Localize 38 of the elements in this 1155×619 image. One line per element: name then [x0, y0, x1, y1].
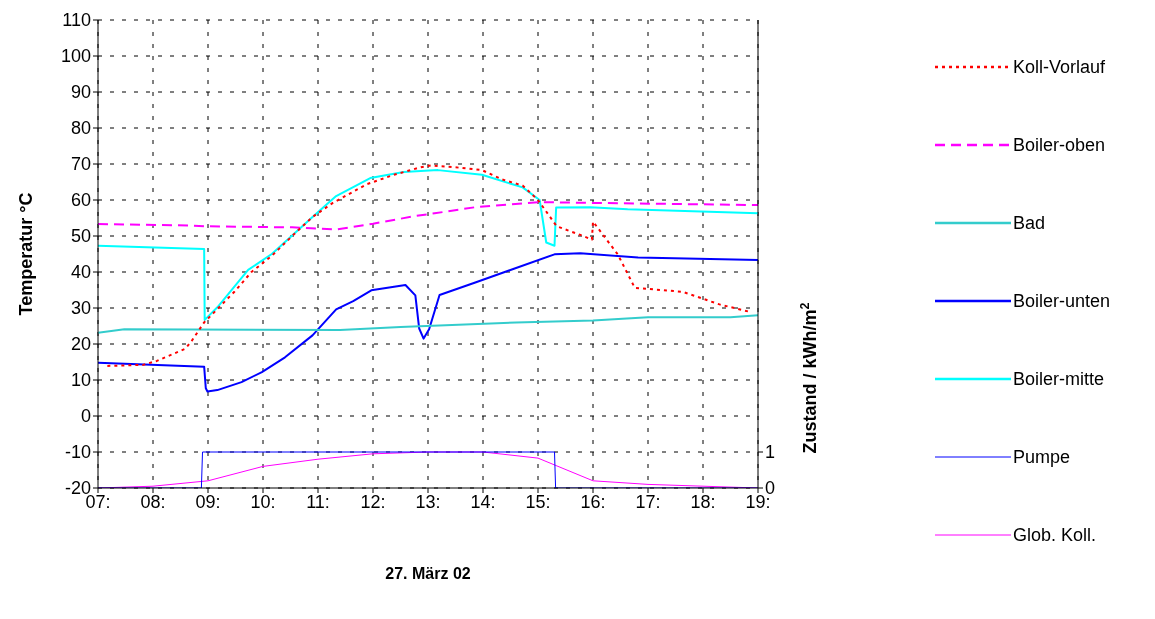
- legend-label: Boiler-unten: [1013, 290, 1111, 312]
- x-tick-label: 08:: [140, 491, 166, 512]
- line-series: [98, 314, 758, 334]
- line-series: [98, 201, 758, 231]
- y-tick-label: 90: [70, 82, 91, 103]
- legend-label: Pumpe: [1013, 446, 1071, 468]
- legend-label: Glob. Koll.: [1013, 524, 1097, 546]
- y-tick-label: 10: [70, 370, 91, 391]
- y-tick-label: 70: [70, 154, 91, 175]
- x-tick-label: 14:: [470, 491, 496, 512]
- y-tick-label: 20: [70, 334, 91, 355]
- y-tick-label: 40: [70, 262, 91, 283]
- y-tick-label: 30: [70, 298, 91, 319]
- y-axis-title: Temperatur °C: [16, 192, 37, 316]
- x-axis-title: 27. März 02: [385, 565, 471, 583]
- line-series: [98, 169, 758, 321]
- y-tick-label: 110: [62, 10, 91, 31]
- y-tick-label: 60: [70, 190, 91, 211]
- legend-label: Bad: [1013, 212, 1046, 234]
- y-tick-label: 0: [80, 406, 91, 427]
- x-tick-label: 18:: [690, 491, 716, 512]
- y-tick-label: 80: [70, 118, 91, 139]
- legend-label: Boiler-mitte: [1013, 368, 1105, 390]
- x-tick-label: 12:: [360, 491, 386, 512]
- y-tick-label: 50: [70, 226, 91, 247]
- legend-label: Koll-Vorlauf: [1013, 56, 1106, 78]
- line-series: [98, 252, 758, 393]
- y-tick-label: 100: [60, 46, 91, 67]
- x-tick-label: 16:: [580, 491, 606, 512]
- x-tick-label: 09:: [195, 491, 221, 512]
- x-tick-label: 13:: [415, 491, 441, 512]
- y2-tick-label: 1: [765, 442, 776, 463]
- x-tick-label: 17:: [635, 491, 661, 512]
- x-tick-label: 11:: [306, 491, 330, 512]
- x-tick-label: 15:: [525, 491, 551, 512]
- y-tick-label: -10: [64, 442, 91, 463]
- x-tick-label: 10:: [250, 491, 276, 512]
- legend-label: Boiler-oben: [1013, 134, 1106, 156]
